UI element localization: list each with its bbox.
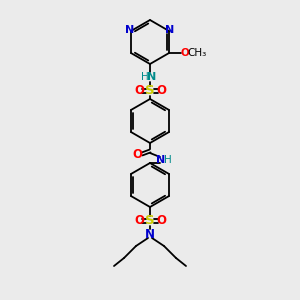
- Text: CH₃: CH₃: [188, 48, 207, 58]
- Text: N: N: [147, 72, 157, 82]
- Text: N: N: [165, 25, 175, 35]
- Text: S: S: [145, 214, 155, 227]
- Text: N: N: [145, 227, 155, 241]
- Text: N: N: [125, 25, 135, 35]
- Text: O: O: [156, 85, 166, 98]
- Text: H: H: [141, 72, 149, 82]
- Text: O: O: [132, 148, 142, 160]
- Text: O: O: [134, 85, 144, 98]
- Text: N: N: [156, 155, 166, 165]
- Text: S: S: [145, 85, 155, 98]
- Text: O: O: [156, 214, 166, 227]
- Text: O: O: [134, 214, 144, 227]
- Text: H: H: [164, 155, 172, 165]
- Text: O: O: [181, 48, 189, 58]
